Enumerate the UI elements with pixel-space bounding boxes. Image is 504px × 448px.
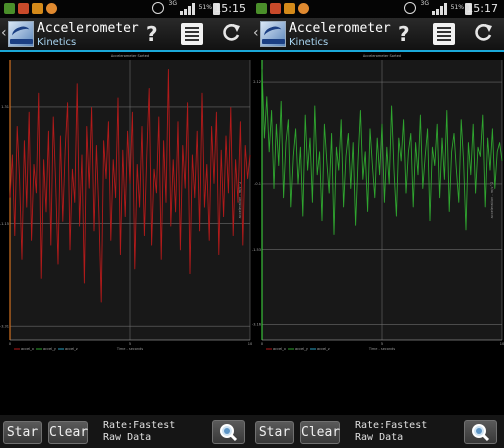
x-tick-label: 5: [129, 342, 131, 346]
network-type: 3G: [420, 0, 429, 7]
image-icon: [284, 3, 295, 14]
notification-icon: [4, 3, 15, 14]
battery-icon: [465, 3, 472, 15]
x-tick-label: 10: [500, 342, 504, 346]
chart-title: Accelerometer Sorted: [111, 54, 149, 58]
data-mode-label: Raw Data: [355, 432, 404, 443]
rate-info: Rate:Fastest Raw Data: [103, 420, 175, 444]
rate-label: Rate:Fastest: [103, 420, 176, 431]
right-screen: 3G 51% 15:17 ‹ Accelerometer Kinetics ? …: [252, 0, 504, 448]
refresh-icon[interactable]: [220, 22, 242, 44]
app-subtitle: Kinetics: [37, 37, 77, 48]
y-tick-label: -3.16: [252, 323, 261, 327]
app-logo-icon[interactable]: [8, 21, 34, 47]
y-tick-label: -1.53: [252, 248, 261, 252]
rate-info: Rate:Fastest Raw Data: [355, 420, 427, 444]
control-bar: Star Clear Rate:Fastest Raw Data: [0, 415, 252, 448]
list-icon[interactable]: [433, 23, 455, 45]
x-tick-label: 0: [9, 342, 11, 346]
network-type: 3G: [168, 0, 177, 7]
y-tick-label: -0.1: [254, 182, 261, 186]
status-bar: 3G 51% 15:15: [0, 0, 252, 18]
start-button[interactable]: Star: [3, 421, 42, 444]
y-tick-label: -3.31: [0, 324, 9, 328]
x-axis-label: Time - seconds: [368, 347, 396, 351]
help-button[interactable]: ?: [398, 22, 410, 46]
action-bar: ‹ Accelerometer Kinetics ?: [0, 18, 252, 52]
message-icon: [298, 3, 309, 14]
series-line-accel_x: [9, 69, 251, 303]
zoom-icon: [472, 424, 490, 442]
y-tick-label: 2.12: [253, 80, 261, 84]
alarm-icon: [152, 2, 164, 14]
app-logo-icon[interactable]: [260, 21, 286, 47]
x-tick-label: 5: [381, 342, 383, 346]
rate-label: Rate:Fastest: [355, 420, 428, 431]
legend-entry: accel_z: [317, 347, 330, 351]
status-bar: 3G 51% 15:17: [252, 0, 504, 18]
zoom-icon: [220, 424, 238, 442]
app-title: Accelerometer: [37, 21, 139, 36]
battery-icon: [213, 3, 220, 15]
y-tick-label: 1.31: [1, 105, 9, 109]
zoom-button[interactable]: [464, 420, 497, 444]
refresh-icon[interactable]: [472, 22, 494, 44]
app-subtitle: Kinetics: [289, 37, 329, 48]
accelerometer-chart: Accelerometer Sorted acceleration - m/s^2…: [0, 54, 252, 351]
zoom-button[interactable]: [212, 420, 245, 444]
action-bar: ‹ Accelerometer Kinetics ?: [252, 18, 504, 52]
battery-percent: 51%: [450, 4, 464, 11]
signal-icon: [180, 3, 198, 15]
message-icon: [46, 3, 57, 14]
email-icon: [270, 3, 281, 14]
x-axis-label: Time - seconds: [116, 347, 144, 351]
email-icon: [18, 3, 29, 14]
chart-title: Accelerometer Sorted: [363, 54, 401, 58]
clock: 15:15: [214, 2, 246, 15]
start-button[interactable]: Star: [255, 421, 294, 444]
legend-entry: accel_x: [21, 347, 34, 351]
back-arrow-icon[interactable]: ‹: [1, 25, 7, 41]
series-line-accel_y: [261, 69, 503, 235]
y-axis-label: acceleration - m/s^2: [238, 182, 242, 219]
x-tick-label: 10: [248, 342, 252, 346]
legend-entry: accel_y: [43, 347, 56, 351]
image-icon: [32, 3, 43, 14]
clear-button[interactable]: Clear: [300, 421, 340, 444]
y-axis-label: acceleration - m/s^2: [490, 182, 494, 219]
legend-entry: accel_z: [65, 347, 78, 351]
legend-entry: accel_y: [295, 347, 308, 351]
notification-icon: [256, 3, 267, 14]
clock: 15:17: [466, 2, 498, 15]
back-arrow-icon[interactable]: ‹: [253, 25, 259, 41]
app-title: Accelerometer: [289, 21, 391, 36]
data-mode-label: Raw Data: [103, 432, 152, 443]
y-tick-label: -1.15: [0, 222, 9, 226]
list-icon[interactable]: [181, 23, 203, 45]
help-button[interactable]: ?: [146, 22, 158, 46]
x-tick-label: 0: [261, 342, 263, 346]
left-screen: 3G 51% 15:15 ‹ Accelerometer Kinetics ? …: [0, 0, 252, 448]
alarm-icon: [404, 2, 416, 14]
control-bar: Star Clear Rate:Fastest Raw Data: [252, 415, 504, 448]
clear-button[interactable]: Clear: [48, 421, 88, 444]
legend-entry: accel_x: [273, 347, 286, 351]
accelerometer-chart: Accelerometer Sorted acceleration - m/s^2…: [252, 54, 504, 351]
battery-percent: 51%: [198, 4, 212, 11]
signal-icon: [432, 3, 450, 15]
